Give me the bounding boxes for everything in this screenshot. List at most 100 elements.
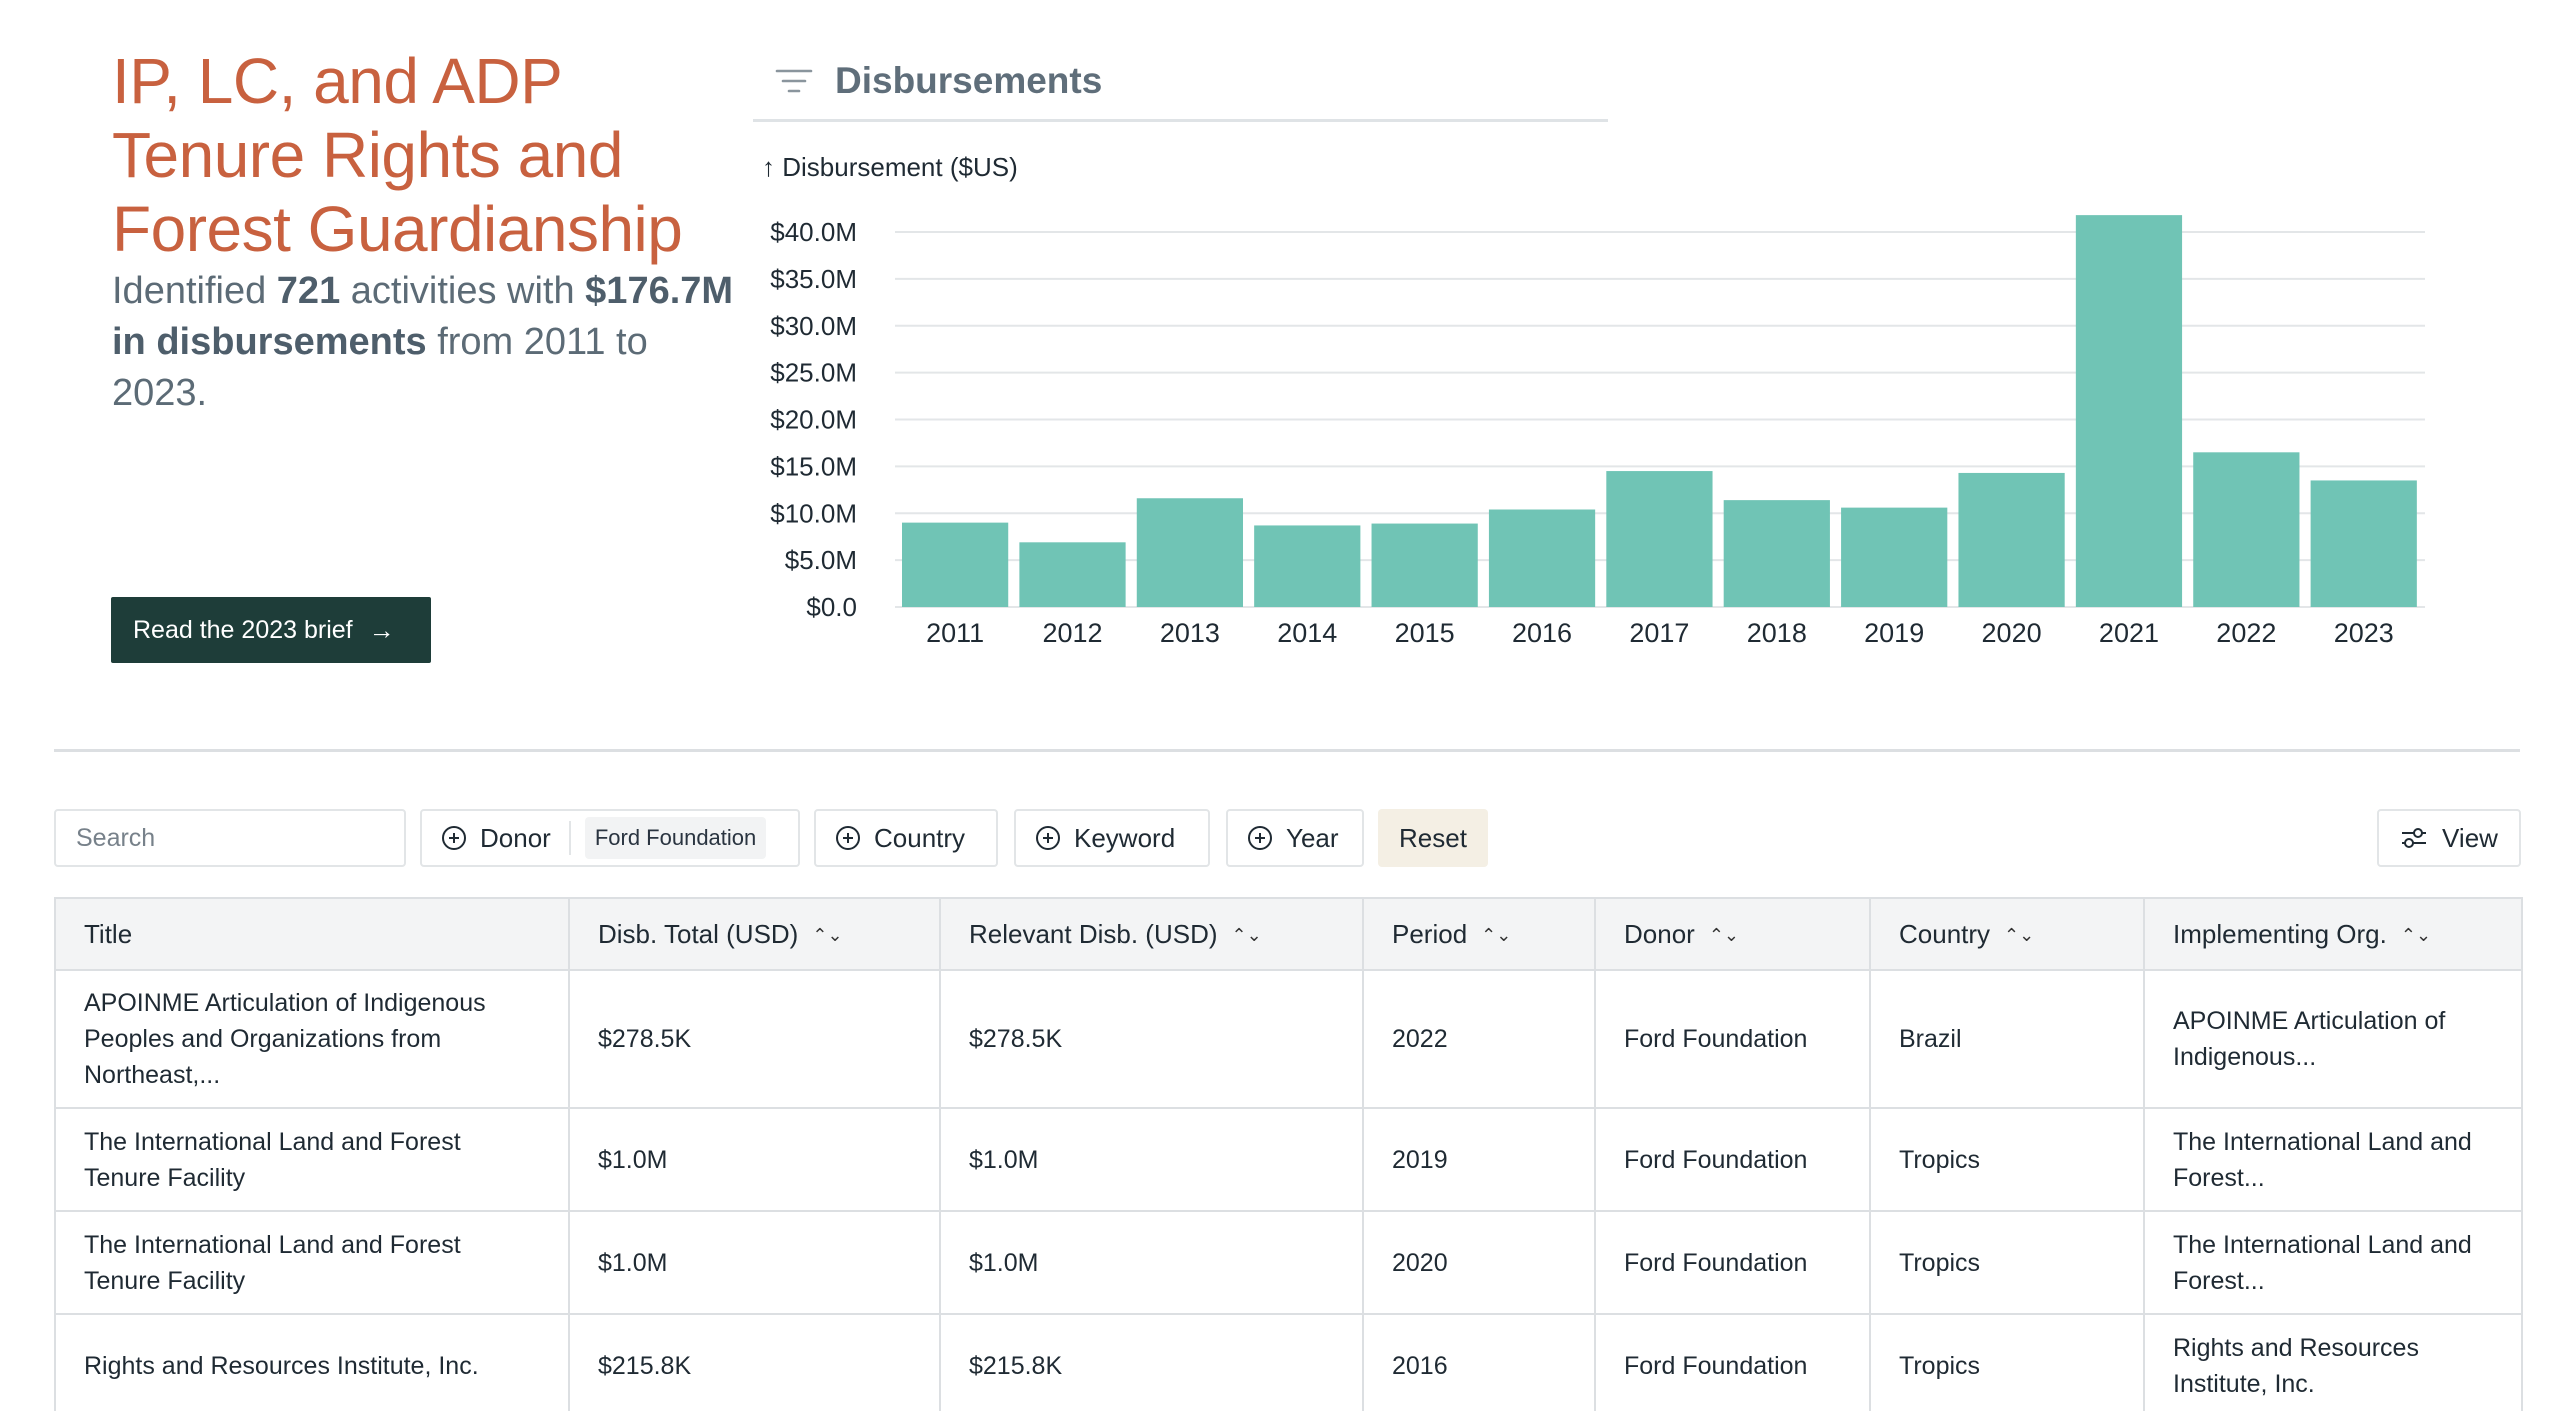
bar (1371, 523, 1478, 607)
view-options-button[interactable]: View (2377, 809, 2521, 867)
x-tick-label: 2015 (1395, 618, 1455, 648)
year-filter-label: Year (1286, 822, 1339, 853)
cell-title: Rights and Resources Institute, Inc. (54, 1313, 570, 1411)
cell-disb-total: $215.8K (568, 1313, 941, 1411)
reset-button[interactable]: Reset (1378, 809, 1488, 867)
donor-filter-button[interactable]: Donor Ford Foundation (420, 809, 800, 867)
summary-text: Identified 721 activities with $176.7M i… (112, 266, 752, 419)
cell-disb-total: $278.5K (568, 969, 941, 1109)
column-header-implementing-org[interactable]: Implementing Org. ⌃⌄ (2143, 897, 2523, 971)
y-tick-label: $30.0M (770, 311, 857, 341)
country-filter-button[interactable]: Country (814, 809, 998, 867)
cell-donor: Ford Foundation (1594, 1313, 1871, 1411)
column-header-label: Disb. Total (USD) (598, 918, 799, 949)
search-input[interactable] (54, 809, 406, 867)
section-divider (54, 749, 2520, 752)
bar (1254, 525, 1361, 607)
plus-circle-icon (1248, 826, 1272, 850)
sort-icon[interactable]: ⌃⌄ (1481, 925, 1512, 946)
cell-country: Tropics (1869, 1313, 2145, 1411)
summary-suffix: from 2011 to 2023. (112, 321, 648, 414)
column-header-title[interactable]: Title (54, 897, 570, 971)
sort-icon[interactable]: ⌃⌄ (2004, 925, 2035, 946)
column-header-period[interactable]: Period ⌃⌄ (1362, 897, 1596, 971)
bar (1136, 498, 1244, 607)
plus-circle-icon (442, 826, 466, 850)
activities-table: Title Disb. Total (USD) ⌃⌄ Relevant Disb.… (54, 897, 2523, 1411)
view-label: View (2442, 822, 2498, 853)
y-tick-label: $10.0M (770, 498, 857, 528)
bar (2193, 452, 2300, 607)
cell-period: 2020 (1362, 1210, 1596, 1315)
column-header-label: Relevant Disb. (USD) (969, 918, 1218, 949)
donor-filter-label: Donor (480, 822, 551, 853)
cell-implementing-org: Rights and Resources Institute, Inc. (2143, 1313, 2523, 1411)
column-header-donor[interactable]: Donor ⌃⌄ (1594, 897, 1871, 971)
table-row[interactable]: Rights and Resources Institute, Inc. $21… (54, 1313, 2523, 1411)
cell-country: Brazil (1869, 969, 2145, 1109)
plus-circle-icon (836, 826, 860, 850)
bar (1019, 542, 1126, 607)
cell-period: 2022 (1362, 969, 1596, 1109)
x-tick-label: 2017 (1629, 618, 1689, 648)
cell-relevant-disb: $215.8K (939, 1313, 1364, 1411)
x-tick-label: 2011 (926, 618, 984, 648)
year-filter-button[interactable]: Year (1226, 809, 1364, 867)
disbursement-bar-chart: ↑ Disbursement ($US) $0.0 $5.0M $10.0M $15.0… (762, 152, 2425, 648)
cell-country: Tropics (1869, 1107, 2145, 1212)
cell-period: 2019 (1362, 1107, 1596, 1212)
bar (2310, 480, 2417, 607)
cell-relevant-disb: $1.0M (939, 1107, 1364, 1212)
column-header-disb-total[interactable]: Disb. Total (USD) ⌃⌄ (568, 897, 941, 971)
bar (1958, 472, 2065, 607)
y-tick-label: $25.0M (770, 358, 857, 388)
y-tick-label: $0.0 (806, 592, 857, 622)
x-tick-label: 2021 (2099, 618, 2159, 648)
column-header-label: Country (1899, 918, 1991, 949)
read-brief-button[interactable]: Read the 2023 brief → (111, 597, 431, 663)
cell-title: APOINME Articulation of Indigenous Peopl… (54, 969, 570, 1109)
cell-title: The International Land and Forest Tenure… (54, 1210, 570, 1315)
y-tick-label: $20.0M (770, 405, 857, 435)
column-header-relevant-disb[interactable]: Relevant Disb. (USD) ⌃⌄ (939, 897, 1364, 971)
x-tick-label: 2019 (1864, 618, 1924, 648)
keyword-filter-label: Keyword (1074, 822, 1176, 853)
cell-period: 2016 (1362, 1313, 1596, 1411)
cell-donor: Ford Foundation (1594, 969, 1871, 1109)
column-header-label: Implementing Org. (2173, 918, 2387, 949)
bar (1723, 500, 1830, 607)
filter-toolbar: Donor Ford Foundation Country Keyword Ye… (54, 809, 2521, 867)
bar (1606, 471, 1713, 607)
cell-implementing-org: APOINME Articulation of Indigenous... (2143, 969, 2523, 1109)
cell-relevant-disb: $278.5K (939, 969, 1364, 1109)
sort-icon[interactable]: ⌃⌄ (1708, 925, 1739, 946)
bar (1488, 509, 1596, 607)
sort-icon[interactable]: ⌃⌄ (2400, 925, 2432, 946)
cell-country: Tropics (1869, 1210, 2145, 1315)
table-row[interactable]: The International Land and Forest Tenure… (54, 1107, 2523, 1212)
table-row[interactable]: APOINME Articulation of Indigenous Peopl… (54, 969, 2523, 1109)
bar (2075, 215, 2183, 607)
cell-relevant-disb: $1.0M (939, 1210, 1364, 1315)
cell-donor: Ford Foundation (1594, 1107, 1871, 1212)
x-tick-label: 2014 (1277, 618, 1337, 648)
plus-circle-icon (1036, 826, 1060, 850)
sort-icon[interactable]: ⌃⌄ (812, 925, 843, 946)
filter-icon[interactable] (775, 67, 813, 95)
cell-implementing-org: The International Land and Forest... (2143, 1107, 2523, 1212)
column-header-country[interactable]: Country ⌃⌄ (1869, 897, 2145, 971)
sort-icon[interactable]: ⌃⌄ (1231, 925, 1262, 946)
x-tick-label: 2022 (2216, 618, 2276, 648)
column-header-label: Donor (1624, 918, 1695, 949)
sliders-icon (2402, 828, 2427, 848)
cell-disb-total: $1.0M (568, 1210, 941, 1315)
filter-separator (568, 821, 571, 855)
table-row[interactable]: The International Land and Forest Tenure… (54, 1210, 2523, 1315)
keyword-filter-button[interactable]: Keyword (1014, 809, 1210, 867)
y-axis-label: ↑ Disbursement ($US) (762, 152, 1018, 182)
y-tick-label: $35.0M (770, 264, 857, 294)
arrow-right-icon: → (368, 614, 395, 645)
x-tick-label: 2020 (1982, 618, 2042, 648)
column-header-label: Title (84, 918, 133, 949)
read-brief-label: Read the 2023 brief (133, 615, 353, 644)
